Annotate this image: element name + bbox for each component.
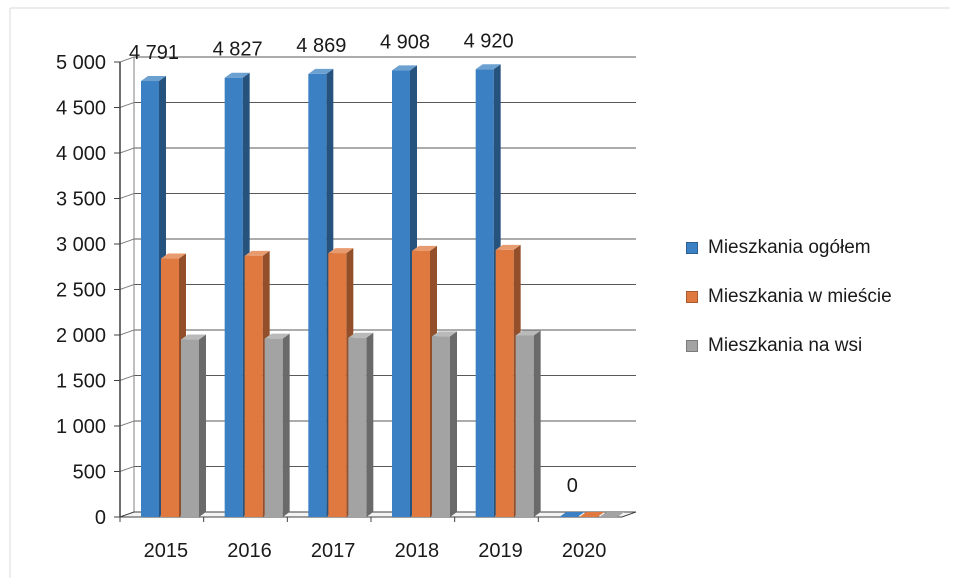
- side-wall-line: [119, 420, 135, 427]
- side-wall-line: [119, 102, 135, 108]
- y-tick-label: 5 000: [56, 52, 106, 74]
- y-tick-label: 2 000: [56, 325, 106, 347]
- data-label: 0: [567, 475, 578, 497]
- bar-flat: [559, 512, 585, 517]
- legend-swatch: [686, 291, 698, 303]
- x-tick-label: 2018: [395, 540, 440, 562]
- bar-top: [244, 250, 270, 256]
- legend-label: Mieszkania na wsi: [708, 335, 863, 356]
- legend-label: Mieszkania ogółem: [708, 237, 871, 258]
- bar-side: [533, 330, 541, 517]
- data-label: 4 908: [380, 31, 430, 53]
- bar-top: [515, 330, 541, 336]
- data-label: 4 920: [464, 30, 514, 52]
- bar-top: [412, 245, 437, 251]
- bar: [244, 255, 263, 517]
- side-wall-line: [119, 375, 135, 381]
- bar: [181, 339, 199, 517]
- bar: [515, 335, 534, 517]
- y-tick-label: 0: [95, 507, 106, 529]
- legend-item-ogolem: Mieszkania ogółem: [686, 236, 948, 260]
- bar: [495, 249, 514, 518]
- side-wall-line: [119, 147, 135, 154]
- legend-label: Mieszkania w mieście: [708, 286, 892, 307]
- bar-top: [495, 244, 521, 250]
- x-tick-label: 2015: [144, 540, 189, 562]
- bar-side: [199, 334, 206, 517]
- y-tick-label: 4 000: [56, 143, 106, 165]
- bar-side: [366, 332, 374, 517]
- y-tick-label: 4 500: [56, 98, 106, 120]
- bar: [141, 81, 159, 518]
- bar-top: [181, 334, 206, 340]
- data-label: 4 869: [296, 35, 346, 57]
- x-tick-label: 2017: [311, 540, 356, 562]
- bar: [392, 70, 410, 517]
- bar: [224, 77, 243, 518]
- y-tick-label: 500: [73, 462, 106, 484]
- side-wall-line: [119, 193, 135, 199]
- y-tick-label: 1 500: [56, 371, 106, 393]
- bar-side: [282, 333, 290, 517]
- bar-top: [308, 68, 334, 74]
- bar-top: [475, 64, 501, 70]
- x-tick-label: 2019: [478, 540, 523, 562]
- legend: Mieszkania ogółem Mieszkania w mieście M…: [686, 236, 948, 383]
- y-tick-label: 1 000: [56, 416, 106, 438]
- bar-top: [141, 76, 166, 82]
- bar-top: [328, 248, 354, 254]
- side-wall-line: [119, 284, 135, 290]
- bar: [348, 337, 367, 517]
- legend-item-w-miescie: Mieszkania w mieście: [686, 285, 948, 309]
- bar-flat: [599, 512, 625, 517]
- bar: [432, 336, 450, 517]
- bar: [475, 69, 494, 517]
- bar: [308, 73, 327, 518]
- bar: [161, 258, 179, 517]
- legend-swatch: [686, 242, 698, 254]
- bar-top: [432, 331, 457, 337]
- side-wall-line: [119, 238, 135, 245]
- bar-flat: [579, 512, 605, 517]
- side-wall-line: [119, 329, 135, 336]
- x-tick-label: 2016: [227, 540, 272, 562]
- legend-swatch: [686, 340, 698, 352]
- bar-top: [392, 65, 417, 71]
- y-tick-label: 3 000: [56, 234, 106, 256]
- legend-item-na-wsi: Mieszkania na wsi: [686, 334, 948, 358]
- bar-top: [348, 332, 374, 338]
- bar-top: [161, 253, 186, 259]
- side-wall-line: [119, 466, 135, 472]
- y-tick-label: 3 500: [56, 189, 106, 211]
- data-label: 4 791: [129, 42, 179, 64]
- x-tick-label: 2020: [562, 540, 607, 562]
- bar: [328, 253, 347, 517]
- bar: [264, 338, 283, 517]
- side-wall-line: [119, 56, 135, 63]
- y-tick-label: 2 500: [56, 280, 106, 302]
- bar-top: [264, 333, 290, 339]
- bar-side: [450, 331, 457, 517]
- data-label: 4 827: [213, 39, 263, 61]
- bar-top: [224, 72, 250, 78]
- bar: [412, 250, 430, 517]
